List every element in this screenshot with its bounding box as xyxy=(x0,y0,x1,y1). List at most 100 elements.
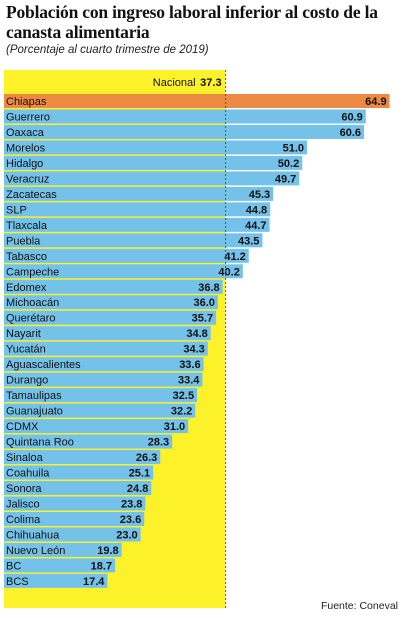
category-label: Sonora xyxy=(6,483,42,495)
category-label: Yucatán xyxy=(6,344,46,356)
value-label: 64.9 xyxy=(365,96,386,108)
bar-slp xyxy=(4,202,271,217)
value-label: 25.1 xyxy=(129,468,150,480)
category-label: Colima xyxy=(6,514,41,526)
category-label: Durango xyxy=(6,375,48,387)
category-label: Chihuahua xyxy=(6,529,60,541)
category-label: Puebla xyxy=(6,235,41,247)
bar-aguascalientes xyxy=(4,357,204,372)
chart-subtitle: (Porcentaje al cuarto trimestre de 2019) xyxy=(6,44,209,56)
value-label: 34.3 xyxy=(183,344,204,356)
value-label: 24.8 xyxy=(127,483,148,495)
value-label: 28.3 xyxy=(148,437,169,449)
bar-chiapas xyxy=(4,94,390,108)
category-label: Aguascalientes xyxy=(6,359,81,371)
value-label: 60.9 xyxy=(341,111,362,123)
category-label: Campeche xyxy=(6,266,59,278)
category-label: Querétaro xyxy=(6,313,56,325)
bar-jalisco xyxy=(4,496,146,511)
category-label: Guanajuato xyxy=(6,406,63,418)
bar-chihuahua xyxy=(4,527,141,542)
category-label: Coahuila xyxy=(6,468,50,480)
value-label: 49.7 xyxy=(275,173,296,185)
bar-puebla xyxy=(4,233,263,248)
bar-hidalgo xyxy=(4,155,303,170)
category-label: Nuevo León xyxy=(6,545,65,557)
category-label: Oaxaca xyxy=(6,127,45,139)
value-label: 41.2 xyxy=(224,251,245,263)
bar-yucat-n xyxy=(4,341,208,356)
category-label: Veracruz xyxy=(6,173,49,185)
value-label: 19.8 xyxy=(97,545,118,557)
reference-label: Nacional xyxy=(153,77,196,89)
value-label: 35.7 xyxy=(192,313,213,325)
bar-quintana-roo xyxy=(4,434,173,449)
category-label: BC xyxy=(6,560,21,572)
category-label: BCS xyxy=(6,576,29,588)
category-label: Tlaxcala xyxy=(6,220,48,232)
value-label: 40.2 xyxy=(218,266,239,278)
value-label: 36.8 xyxy=(198,282,219,294)
value-label: 23.0 xyxy=(116,529,137,541)
bar-campeche xyxy=(4,264,243,279)
value-label: 26.3 xyxy=(136,452,157,464)
bar-michoac-n xyxy=(4,295,218,310)
value-label: 45.3 xyxy=(249,189,270,201)
bar-durango xyxy=(4,372,203,387)
category-label: Tabasco xyxy=(6,251,47,263)
bar-zacatecas xyxy=(4,186,274,201)
value-label: 32.5 xyxy=(173,390,194,402)
bar-bc xyxy=(4,558,116,573)
value-label: 43.5 xyxy=(238,235,259,247)
value-label: 23.8 xyxy=(121,498,142,510)
source-note: Fuente: Coneval xyxy=(320,600,398,612)
category-label: Tamaulipas xyxy=(6,390,62,402)
bar-cdmx xyxy=(4,419,189,434)
reference-value: 37.3 xyxy=(200,77,221,89)
value-label: 23.6 xyxy=(120,514,141,526)
category-label: Nayarit xyxy=(6,328,41,340)
bar-sonora xyxy=(4,481,152,495)
category-label: CDMX xyxy=(6,421,39,433)
category-label: Hidalgo xyxy=(6,158,43,170)
chart-title: Población con ingreso laboral inferior a… xyxy=(6,2,378,42)
bar-nuevo-le-n xyxy=(4,542,122,557)
bar-coahuila xyxy=(4,465,154,480)
category-label: Michoacán xyxy=(6,297,59,309)
category-label: SLP xyxy=(6,204,27,216)
value-label: 51.0 xyxy=(283,142,304,154)
bar-tlaxcala xyxy=(4,217,270,232)
value-label: 44.8 xyxy=(246,204,267,216)
bar-group: Chiapas 64.9 Guerrero 60.9 Oaxaca 60.6 Morelos… xyxy=(4,94,390,588)
value-label: 44.7 xyxy=(245,220,266,232)
category-label: Jalisco xyxy=(6,498,40,510)
bar-oaxaca xyxy=(4,124,365,139)
category-label: Quintana Roo xyxy=(6,437,74,449)
category-label: Edomex xyxy=(6,282,47,294)
bar-colima xyxy=(4,511,145,526)
category-label: Guerrero xyxy=(6,111,50,123)
bar-tamaulipas xyxy=(4,388,198,403)
bar-sinaloa xyxy=(4,450,161,465)
value-label: 60.6 xyxy=(340,127,361,139)
bar-quer-taro xyxy=(4,310,217,325)
category-label: Morelos xyxy=(6,142,46,154)
value-label: 31.0 xyxy=(164,421,185,433)
bar-tabasco xyxy=(4,248,249,263)
category-label: Chiapas xyxy=(6,96,47,108)
bar-bcs xyxy=(4,573,108,588)
value-label: 34.8 xyxy=(186,328,207,340)
bar-edomex xyxy=(4,279,223,294)
value-label: 36.0 xyxy=(193,297,214,309)
value-label: 18.7 xyxy=(91,560,112,572)
value-label: 33.4 xyxy=(178,375,200,387)
bar-nayarit xyxy=(4,326,211,341)
category-label: Zacatecas xyxy=(6,189,57,201)
value-label: 17.4 xyxy=(83,576,105,588)
value-label: 50.2 xyxy=(278,158,299,170)
bar-guanajuato xyxy=(4,403,196,418)
bar-guerrero xyxy=(4,109,366,124)
category-label: Sinaloa xyxy=(6,452,44,464)
bar-morelos xyxy=(4,140,307,155)
